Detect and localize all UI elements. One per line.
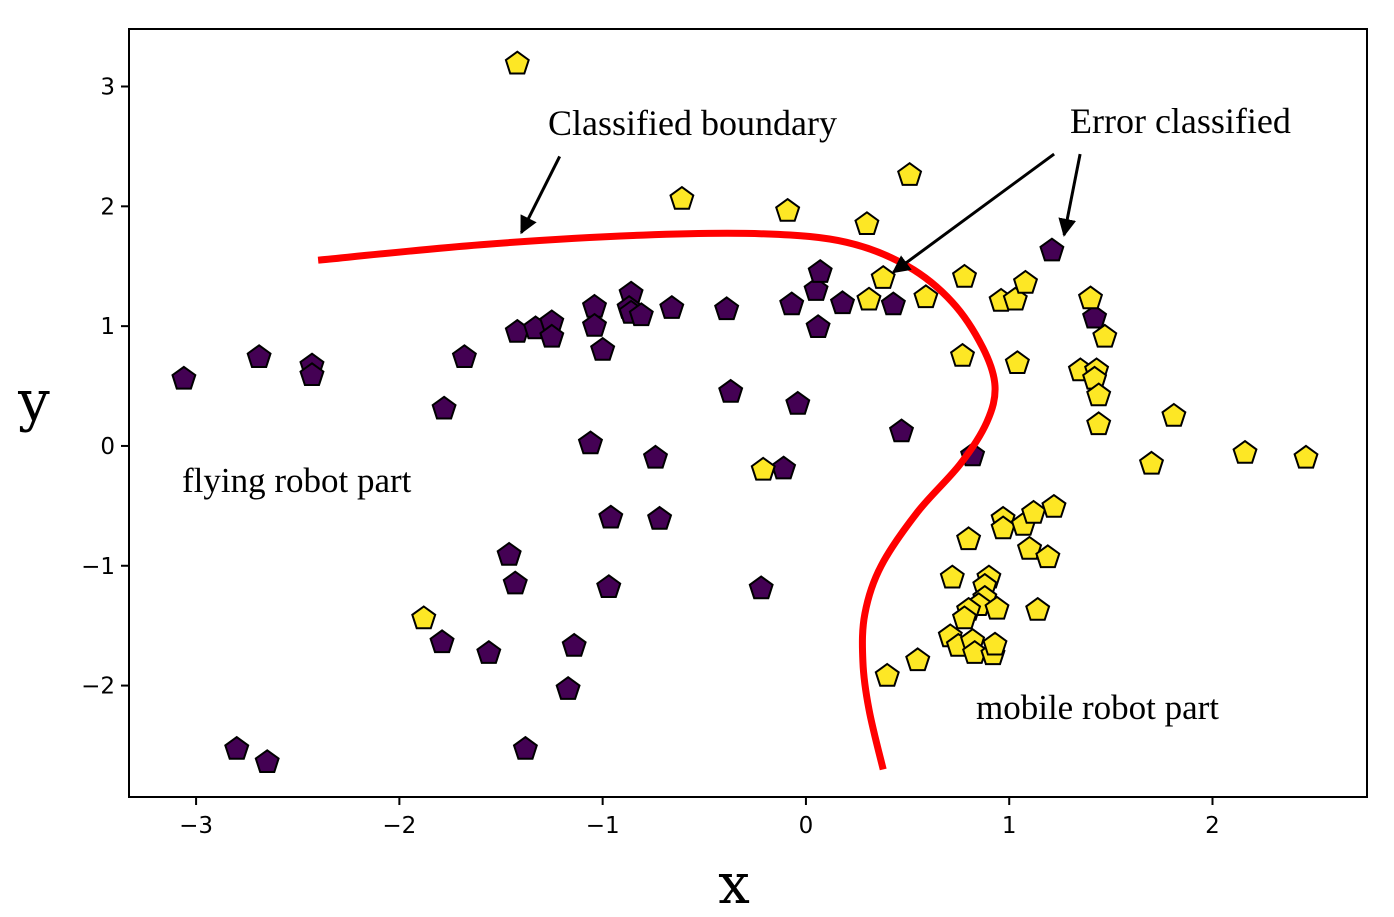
point-purple [254, 749, 280, 773]
point-purple [496, 541, 522, 566]
point-purple [785, 390, 811, 415]
point-purple [502, 570, 528, 595]
point-yellow [905, 647, 931, 672]
point-yellow [913, 284, 939, 309]
plot-frame [128, 28, 1368, 798]
point-purple [171, 365, 197, 390]
point-yellow [1086, 382, 1112, 407]
point-purple [779, 291, 805, 316]
point-yellow [1012, 269, 1039, 294]
point-yellow [956, 526, 982, 551]
point-yellow [1025, 596, 1051, 621]
point-purple [647, 505, 673, 530]
arrow-classified-boundary [519, 155, 562, 235]
x-tick-label: 2 [1205, 813, 1220, 839]
points-layer [171, 50, 1319, 773]
point-yellow [939, 564, 965, 589]
point-yellow [669, 185, 695, 210]
label-mobile-robot-part: mobile robot part [976, 688, 1219, 727]
annotation-classified-boundary: Classified boundary [548, 103, 837, 143]
annotation-error-classified: Error classified [1070, 101, 1291, 141]
boundary-layer [317, 229, 999, 771]
ticks-layer: −3 −2 −1 0 1 2 −2 −1 0 1 2 3 [81, 75, 1220, 839]
point-yellow [854, 211, 880, 235]
classified-boundary-curve [317, 229, 999, 771]
point-purple [246, 344, 272, 368]
point-yellow [984, 595, 1010, 620]
y-tick-label: 1 [100, 314, 115, 340]
point-purple [596, 574, 622, 598]
point-yellow [874, 662, 900, 687]
point-purple [628, 302, 654, 327]
point-purple [431, 395, 457, 420]
point-purple [659, 294, 685, 319]
point-yellow [1138, 450, 1165, 475]
y-tick-label: −2 [81, 674, 115, 700]
point-yellow [1293, 444, 1319, 469]
point-purple [581, 312, 608, 337]
point-yellow [949, 342, 976, 367]
point-purple [561, 632, 587, 657]
point-yellow [504, 50, 530, 75]
y-axis-label: y [17, 369, 50, 434]
point-yellow [1016, 535, 1043, 560]
point-purple [1082, 304, 1108, 329]
point-yellow [1086, 411, 1112, 436]
point-purple [771, 455, 797, 480]
point-yellow [775, 197, 801, 222]
point-purple [429, 629, 455, 654]
point-purple [805, 314, 831, 338]
x-tick-label: 0 [799, 813, 814, 839]
point-purple [880, 291, 906, 316]
point-purple [224, 735, 250, 760]
point-yellow [951, 263, 978, 288]
point-yellow [1077, 285, 1104, 310]
point-purple [718, 378, 744, 403]
y-tick-label: −1 [81, 554, 115, 580]
point-purple [451, 344, 477, 368]
point-purple [598, 504, 624, 529]
point-purple [888, 418, 915, 443]
point-purple [642, 444, 669, 469]
point-yellow [951, 605, 978, 630]
point-yellow [856, 286, 882, 311]
label-flying-robot-part: flying robot part [182, 461, 412, 500]
point-yellow [411, 605, 437, 630]
point-purple [590, 336, 616, 361]
point-purple [555, 675, 581, 700]
arrow-error-classified [891, 152, 1055, 274]
point-yellow [897, 161, 923, 186]
point-yellow [1035, 544, 1061, 569]
arrows-layer [519, 152, 1082, 274]
point-yellow [1041, 493, 1067, 518]
x-tick-label: −2 [382, 813, 416, 839]
point-purple [829, 290, 856, 315]
point-yellow [1161, 402, 1187, 427]
x-tick-label: 1 [1002, 813, 1017, 839]
y-tick-label: 2 [100, 194, 115, 220]
x-tick-label: −3 [179, 813, 213, 839]
point-yellow [1232, 439, 1258, 464]
point-purple [803, 276, 829, 301]
point-yellow [750, 456, 776, 481]
y-tick-label: 3 [100, 75, 115, 101]
arrow-error-classified [1058, 153, 1082, 237]
point-purple [1039, 237, 1065, 262]
point-purple [748, 575, 774, 600]
point-purple [807, 258, 833, 283]
x-axis-label: x [718, 852, 750, 917]
point-yellow [1092, 323, 1118, 348]
point-purple [577, 430, 604, 455]
x-tick-label: −1 [586, 813, 620, 839]
point-yellow [1004, 350, 1030, 374]
point-purple [476, 639, 502, 664]
point-purple [539, 323, 565, 348]
point-yellow [982, 631, 1008, 656]
point-purple [512, 735, 538, 760]
point-purple [714, 296, 740, 321]
y-tick-label: 0 [100, 434, 115, 460]
point-purple [299, 362, 325, 386]
